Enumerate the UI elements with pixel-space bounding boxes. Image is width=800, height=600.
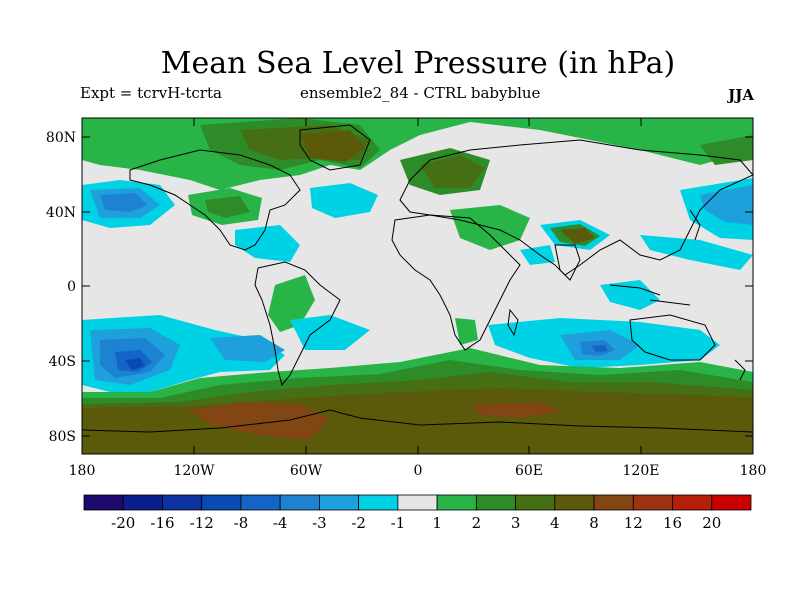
colorbar-label: 3 [511, 514, 521, 532]
pressure-field [82, 118, 753, 454]
w-pacific-negative [640, 235, 753, 270]
colorbar-swatch [593, 494, 634, 511]
colorbar-swatch [201, 494, 242, 511]
colorbar-label: 1 [432, 514, 442, 532]
south-america-coast [254, 261, 341, 387]
colorbar-label: 4 [550, 514, 560, 532]
south-atlantic-negative [290, 315, 370, 350]
colorbar-swatch [162, 494, 203, 511]
south-america-positive [268, 275, 315, 332]
greenland-coast [299, 124, 371, 171]
colorbar-label: -3 [312, 514, 327, 532]
season-label: JJA [728, 86, 754, 104]
map-title: Mean Sea Level Pressure (in hPa) [160, 46, 676, 81]
japan-coast [689, 209, 701, 241]
colorbar-swatch [83, 494, 124, 511]
southern-ocean-band-6 [470, 402, 560, 418]
colorbar-label: -20 [111, 514, 135, 532]
lon-label-120w: 120W [173, 463, 215, 479]
colorbar-label: 16 [663, 514, 682, 532]
colorbar-swatch [515, 494, 556, 511]
lon-label-60w: 60W [290, 463, 323, 479]
colorbar-swatch [436, 494, 477, 511]
north-america-coast [129, 149, 301, 251]
asia-positive-patch-2 [560, 228, 595, 244]
colorbar-label: -2 [351, 514, 366, 532]
europe-anomaly-2 [420, 155, 485, 188]
colorbar-swatch [475, 494, 516, 511]
colorbar-label: -1 [391, 514, 406, 532]
colorbar-label: 12 [624, 514, 643, 532]
lat-ticks [82, 136, 753, 437]
colorbar-label: 8 [589, 514, 599, 532]
lon-label-120e: 120E [623, 463, 660, 479]
colorbar-label: -12 [190, 514, 214, 532]
antarctica-coast [82, 409, 753, 433]
eurasia-coast [399, 139, 753, 276]
nw-pacific-negative-2 [700, 185, 753, 225]
indonesia-coast-1 [609, 284, 661, 296]
africa-coast [391, 214, 521, 351]
south-pacific-negative-5 [125, 358, 145, 370]
colorbar-swatch [122, 494, 163, 511]
australia-coast [629, 314, 716, 361]
colorbar-label: 20 [702, 514, 721, 532]
greenland-anomaly-3 [300, 130, 365, 162]
ensemble-label: ensemble2_84 - CTRL babyblue [300, 84, 541, 102]
colorbar: -20 -16 -12 -8 -4 -3 -2 -1 1 2 3 4 8 12 16 20 [83, 494, 752, 532]
colorbar-label: -8 [234, 514, 249, 532]
lat-labels: 80N 40N 0 40S 80S [46, 130, 76, 445]
africa-positive [455, 318, 478, 345]
indonesia-coast-2 [649, 299, 691, 306]
colorbar-label: -4 [273, 514, 288, 532]
lat-label-0: 0 [67, 279, 76, 295]
colorbar-label: -16 [150, 514, 174, 532]
colorbar-swatch [554, 494, 595, 511]
madagascar-coast [507, 308, 519, 337]
lon-labels: 180 120W 60W 0 60E 120E 180 [69, 463, 767, 479]
south-pacific-negative-6 [210, 335, 285, 362]
north-atlantic-negative [310, 183, 378, 218]
lat-label-80n: 80N [46, 130, 76, 146]
colorbar-swatch [279, 494, 320, 511]
colorbar-swatch [358, 494, 399, 511]
lon-label-0: 0 [414, 463, 423, 479]
coastlines [82, 124, 753, 433]
southern-ocean-band-5 [190, 402, 330, 440]
atlantic-positive-2 [205, 196, 250, 218]
lat-label-40n: 40N [46, 205, 76, 221]
north-pacific-negative-3 [100, 193, 148, 212]
colorbar-label: 2 [472, 514, 482, 532]
lon-label-60e: 60E [515, 463, 543, 479]
india-coast [554, 244, 581, 281]
lon-label-180e: 180 [740, 463, 767, 479]
colorbar-swatch [632, 494, 673, 511]
lon-ticks [193, 118, 642, 454]
lat-label-80s: 80S [49, 429, 76, 445]
colorbar-swatch [240, 494, 281, 511]
experiment-label: Expt = tcrvH-tcrta [80, 84, 222, 102]
arabian-negative [520, 245, 555, 265]
east-siberia-anomaly [700, 135, 753, 165]
central-america-negative [235, 225, 300, 262]
colorbar-swatch [397, 494, 438, 511]
colorbar-swatch [319, 494, 360, 511]
indian-ocean-negative-patch [600, 280, 660, 310]
indian-ocean-negative-4 [592, 345, 608, 352]
lon-label-180w: 180 [69, 463, 96, 479]
colorbar-swatch [711, 494, 752, 511]
colorbar-swatch [672, 494, 713, 511]
new-zealand-coast [734, 359, 746, 381]
lat-label-40s: 40S [49, 354, 76, 370]
